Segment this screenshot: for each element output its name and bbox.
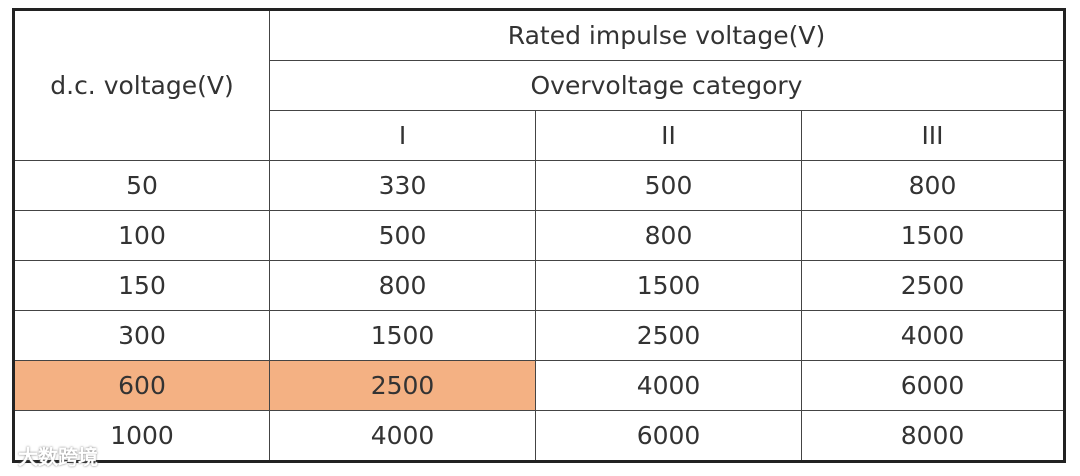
- cell: 2500: [535, 310, 802, 361]
- category-header: I: [269, 110, 536, 161]
- subgroup-header: Overvoltage category: [269, 60, 1065, 111]
- cell: 800: [269, 260, 536, 311]
- cell: 6000: [535, 410, 802, 462]
- table-row: 50 330 500 800: [13, 160, 1065, 211]
- cell: 8000: [801, 410, 1065, 462]
- cell: 500: [535, 160, 802, 211]
- row-label: 300: [13, 310, 270, 361]
- table-row: 100 500 800 1500: [13, 210, 1065, 261]
- cell: 1500: [535, 260, 802, 311]
- table-row: 600 2500 4000 6000: [13, 360, 1065, 411]
- cell: 4000: [801, 310, 1065, 361]
- row-label: 600: [13, 360, 270, 411]
- cell: 800: [801, 160, 1065, 211]
- group-header: Rated impulse voltage(V): [269, 9, 1065, 61]
- cell: 1500: [801, 210, 1065, 261]
- cell: 800: [535, 210, 802, 261]
- table-row: 1000 4000 6000 8000: [13, 410, 1065, 462]
- category-header: III: [801, 110, 1065, 161]
- cell: 4000: [269, 410, 536, 462]
- cell: 2500: [801, 260, 1065, 311]
- row-header: d.c. voltage(V): [13, 9, 270, 161]
- cell: 4000: [535, 360, 802, 411]
- row-label: 1000: [13, 410, 270, 462]
- category-header: II: [535, 110, 802, 161]
- table-row: 300 1500 2500 4000: [13, 310, 1065, 361]
- row-label: 150: [13, 260, 270, 311]
- cell: 500: [269, 210, 536, 261]
- table-row: 150 800 1500 2500: [13, 260, 1065, 311]
- row-label: 50: [13, 160, 270, 211]
- row-label: 100: [13, 210, 270, 261]
- cell: 6000: [801, 360, 1065, 411]
- watermark: 大数跨境: [18, 445, 98, 469]
- voltage-table: d.c. voltage(V) Rated impulse voltage(V)…: [12, 8, 1066, 463]
- cell: 1500: [269, 310, 536, 361]
- cell: 2500: [269, 360, 536, 411]
- cell: 330: [269, 160, 536, 211]
